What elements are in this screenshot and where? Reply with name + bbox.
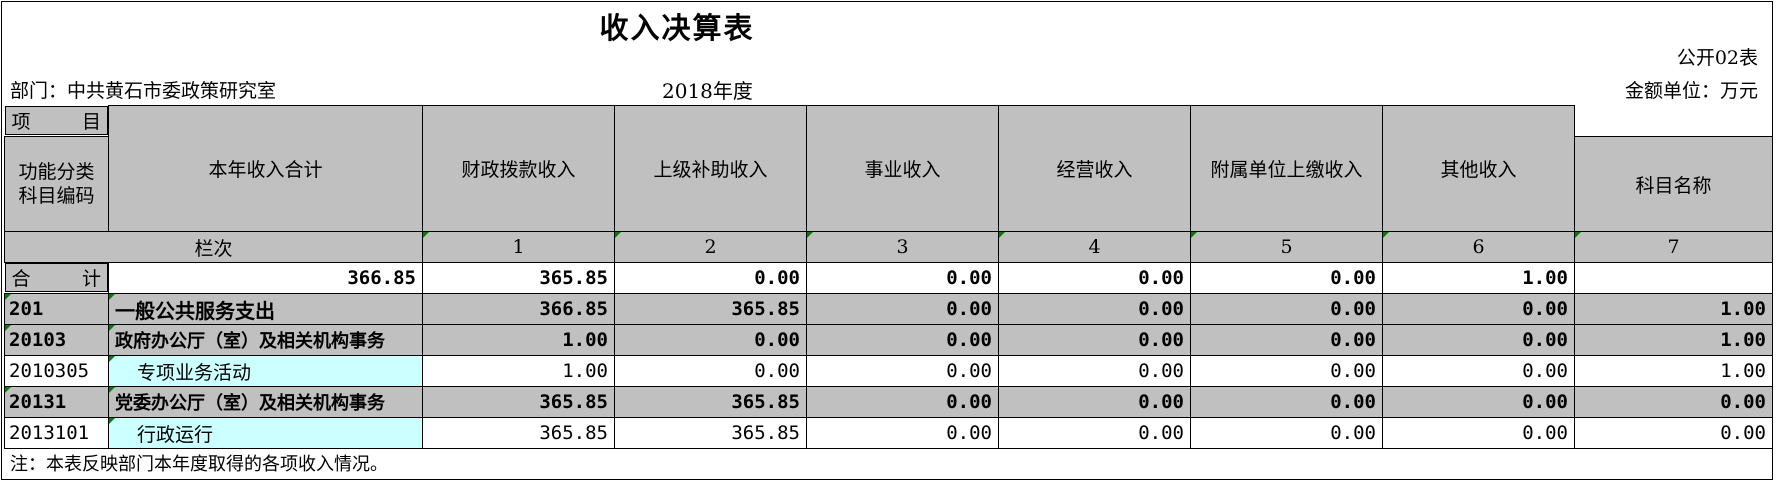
- table-row: 201 一般公共服务支出 366.85 365.85 0.00 0.00 0.0…: [4, 293, 1773, 325]
- table-row: 20131 党委办公厅（室）及相关机构事务 365.85 365.85 0.00…: [4, 386, 1773, 418]
- total-value: 0.00: [1190, 262, 1383, 294]
- col-header-7: 其他收入: [1382, 105, 1575, 232]
- col-number-6: 6: [1382, 231, 1575, 263]
- footnote: 注：本表反映部门本年度取得的各项收入情况。: [10, 454, 388, 475]
- col-number-2: 2: [614, 231, 807, 263]
- row-value: 0.00: [1574, 417, 1773, 449]
- table-row: 20103 政府办公厅（室）及相关机构事务 1.00 0.00 0.00 0.0…: [4, 324, 1773, 356]
- header-xiang-mu: 项 目: [4, 105, 108, 135]
- lanci-label: 栏次: [4, 231, 423, 263]
- row-value: 0.00: [998, 355, 1191, 387]
- col-number-1: 1: [422, 231, 615, 263]
- income-table: 项 目 本年收入合计 财政拨款收入 上级补助收入 事业收入 经营收入 附属单位上…: [4, 105, 1773, 449]
- row-value: 0.00: [1190, 386, 1383, 418]
- row-value: 0.00: [1574, 386, 1773, 418]
- row-value: 0.00: [998, 417, 1191, 449]
- total-value: 1.00: [1382, 262, 1575, 294]
- unit-label: 金额单位：万元: [1624, 80, 1758, 102]
- header-func-code-line2: 科目编码: [18, 185, 95, 207]
- col-number-4: 4: [998, 231, 1191, 263]
- row-value: 1.00: [422, 324, 615, 356]
- row-value: 0.00: [1190, 417, 1383, 449]
- col-header-4: 事业收入: [806, 105, 999, 232]
- col-number-7: 7: [1574, 231, 1773, 263]
- row-value: 0.00: [998, 293, 1191, 325]
- row-name: 行政运行: [108, 417, 423, 449]
- row-name: 一般公共服务支出: [108, 293, 423, 325]
- total-value: 0.00: [806, 262, 999, 294]
- row-value: 0.00: [806, 417, 999, 449]
- row-code: 201: [4, 293, 109, 325]
- row-value: 366.85: [422, 293, 615, 325]
- row-name: 专项业务活动: [108, 355, 423, 387]
- row-value: 365.85: [614, 386, 807, 418]
- row-code: 2010305: [4, 355, 109, 387]
- row-value: 0.00: [1382, 324, 1575, 356]
- row-value: 1.00: [1574, 293, 1773, 325]
- row-value: 0.00: [806, 324, 999, 356]
- table-row: 2013101 行政运行 365.85 365.85 0.00 0.00 0.0…: [4, 417, 1773, 449]
- report-title: 收入决算表: [599, 11, 755, 45]
- header-xiang: 项: [11, 110, 31, 133]
- row-value: 365.85: [614, 293, 807, 325]
- row-value: 1.00: [1574, 324, 1773, 356]
- row-value: 0.00: [1190, 324, 1383, 356]
- year-label: 2018年度: [662, 79, 753, 103]
- row-value: 0.00: [806, 293, 999, 325]
- header-func-code: 功能分类 科目编码: [4, 136, 109, 232]
- row-value: 365.85: [422, 417, 615, 449]
- row-value: 0.00: [806, 355, 999, 387]
- header-subject-name: 科目名称: [1574, 136, 1773, 232]
- total-value: 365.85: [422, 262, 615, 294]
- total-he: 合: [11, 268, 31, 290]
- table-code: 公开02表: [1676, 47, 1758, 69]
- department-label: 部门：中共黄石市委政策研究室: [10, 80, 277, 102]
- row-value: 0.00: [1382, 355, 1575, 387]
- row-value: 0.00: [1382, 293, 1575, 325]
- col-number-3: 3: [806, 231, 999, 263]
- row-value: 0.00: [1382, 386, 1575, 418]
- total-label: 合 计: [4, 263, 108, 292]
- total-value: 0.00: [998, 262, 1191, 294]
- col-number-5: 5: [1190, 231, 1383, 263]
- row-value: 0.00: [1190, 293, 1383, 325]
- row-code: 20103: [4, 324, 109, 356]
- table-row: 2010305 专项业务活动 1.00 0.00 0.00 0.00 0.00 …: [4, 355, 1773, 387]
- total-value: 366.85: [108, 262, 423, 294]
- col-header-2: 财政拨款收入: [422, 105, 615, 232]
- row-value: 0.00: [614, 355, 807, 387]
- col-header-1: 本年收入合计: [108, 105, 423, 232]
- row-value: 1.00: [422, 355, 615, 387]
- row-value: 0.00: [1190, 355, 1383, 387]
- row-value: 0.00: [1382, 417, 1575, 449]
- row-name: 党委办公厅（室）及相关机构事务: [108, 386, 423, 418]
- total-ji: 计: [81, 268, 101, 290]
- row-name: 政府办公厅（室）及相关机构事务: [108, 324, 423, 356]
- row-code: 20131: [4, 386, 109, 418]
- row-value: 0.00: [998, 324, 1191, 356]
- col-header-5: 经营收入: [998, 105, 1191, 232]
- row-value: 0.00: [806, 386, 999, 418]
- col-header-3: 上级补助收入: [614, 105, 807, 232]
- row-value: 0.00: [998, 386, 1191, 418]
- row-value: 365.85: [614, 417, 807, 449]
- header-func-code-line1: 功能分类: [18, 161, 95, 183]
- row-value: 1.00: [1574, 355, 1773, 387]
- row-value: 0.00: [614, 324, 807, 356]
- total-value: 0.00: [614, 262, 807, 294]
- col-header-6: 附属单位上缴收入: [1190, 105, 1383, 232]
- row-value: 365.85: [422, 386, 615, 418]
- header-mu: 目: [81, 110, 101, 133]
- total-row: 合 计 366.85 365.85 0.00 0.00 0.00 0.00 1.…: [4, 262, 1773, 294]
- row-code: 2013101: [4, 417, 109, 449]
